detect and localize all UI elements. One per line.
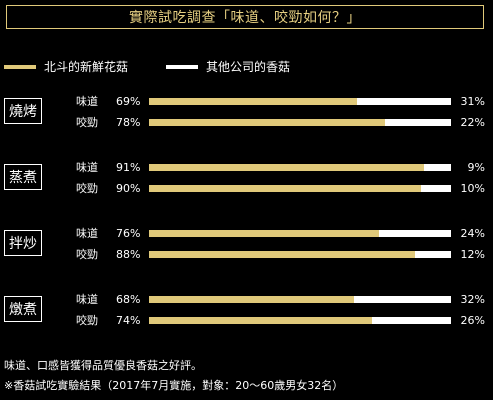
competitor-percent-label: 31% xyxy=(460,95,485,108)
category-label: 蒸煮 xyxy=(4,164,42,190)
brand-percent-label: 76% xyxy=(116,227,141,240)
category-label: 燒烤 xyxy=(4,98,42,124)
bar-brand xyxy=(149,230,379,237)
bar-competitor xyxy=(372,317,451,324)
row-label: 味道 xyxy=(76,161,98,174)
legend-label-brand: 北斗的新鮮花菇 xyxy=(44,60,129,74)
row-label: 味道 xyxy=(76,227,98,240)
brand-percent-label: 78% xyxy=(116,116,141,129)
legend-item-brand: 北斗的新鮮花菇 xyxy=(4,58,128,75)
competitor-percent-label: 22% xyxy=(460,116,485,129)
competitor-percent-label: 24% xyxy=(460,227,485,240)
bar-brand xyxy=(149,185,421,192)
footnote-summary: 味道、口感皆獲得品質優良香菇之好評。 xyxy=(4,359,202,372)
brand-percent-label: 91% xyxy=(116,161,141,174)
competitor-percent-label: 10% xyxy=(460,182,485,195)
row-label: 咬勁 xyxy=(76,314,98,327)
row-label: 咬勁 xyxy=(76,248,98,261)
bar-brand xyxy=(149,119,385,126)
legend-swatch-competitor xyxy=(166,64,198,69)
bar-brand xyxy=(149,317,373,324)
bar-competitor xyxy=(423,164,451,171)
brand-percent-label: 88% xyxy=(116,248,141,261)
competitor-percent-label: 9% xyxy=(467,161,485,174)
competitor-percent-label: 32% xyxy=(460,293,485,306)
bar-brand xyxy=(149,296,355,303)
brand-percent-label: 74% xyxy=(116,314,141,327)
competitor-percent-label: 12% xyxy=(460,248,485,261)
bar-brand xyxy=(149,164,424,171)
chart-title: 實際試吃調查「味道、咬勁如何？」 xyxy=(6,5,484,29)
competitor-percent-label: 26% xyxy=(460,314,485,327)
category-label: 燉煮 xyxy=(4,296,42,322)
legend-swatch-brand xyxy=(4,64,36,69)
row-label: 味道 xyxy=(76,293,98,306)
bar-brand xyxy=(149,98,358,105)
brand-percent-label: 90% xyxy=(116,182,141,195)
bar-competitor xyxy=(420,185,451,192)
brand-percent-label: 69% xyxy=(116,95,141,108)
bar-competitor xyxy=(354,296,451,303)
bar-competitor xyxy=(378,230,451,237)
footnote-method: ※香菇試吃實驗結果（2017年7月實施，對象：20〜60歲男女32名） xyxy=(4,379,344,392)
brand-percent-label: 68% xyxy=(116,293,141,306)
bar-competitor xyxy=(414,251,451,258)
legend-item-competitor: 其他公司的香菇 xyxy=(166,58,290,75)
bar-competitor xyxy=(384,119,451,126)
row-label: 味道 xyxy=(76,95,98,108)
legend-label-competitor: 其他公司的香菇 xyxy=(206,60,291,74)
bar-brand xyxy=(149,251,415,258)
row-label: 咬勁 xyxy=(76,182,98,195)
row-label: 咬勁 xyxy=(76,116,98,129)
category-label: 拌炒 xyxy=(4,230,42,256)
bar-competitor xyxy=(357,98,451,105)
